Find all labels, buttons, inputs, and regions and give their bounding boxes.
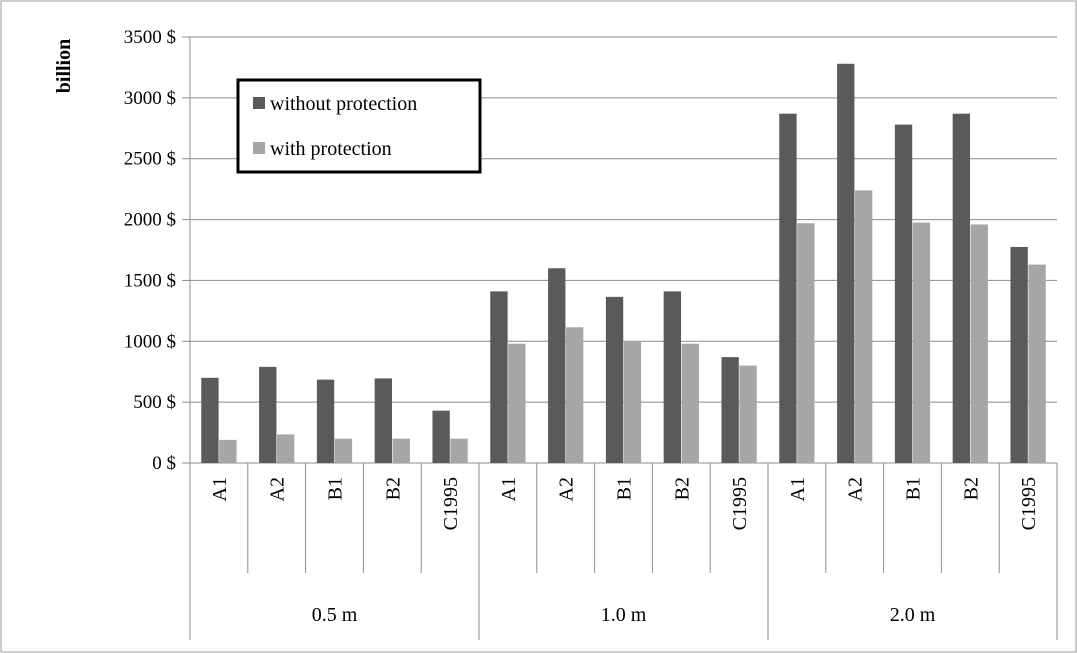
y-tick-labels: 0 $ 500 $ 1000 $ 1500 $ 2000 $ 2500 $ 3000 $ 35… bbox=[124, 27, 176, 474]
y-tick-label: 1500 $ bbox=[124, 270, 176, 291]
bar-with-protection-c1995 bbox=[739, 365, 757, 463]
bar-with-protection-b2 bbox=[392, 438, 410, 463]
group-label: 0.5 m bbox=[312, 604, 358, 626]
bar-without-protection-a2 bbox=[837, 63, 855, 464]
x-tick-label: A1 bbox=[498, 477, 520, 501]
bar-without-protection-b1 bbox=[316, 379, 335, 463]
legend-swatch-with-protection bbox=[253, 142, 265, 154]
y-tick-label: 2500 $ bbox=[124, 149, 176, 170]
y-tick-label: 0 $ bbox=[152, 453, 176, 474]
bar-with-protection-b1 bbox=[623, 341, 642, 463]
x-tick-label: C1995 bbox=[1018, 477, 1040, 530]
x-tick-label: B2 bbox=[960, 477, 982, 500]
x-tick-label: B1 bbox=[614, 477, 636, 500]
bar-without-protection-c1995 bbox=[1010, 246, 1028, 463]
y-tick-label: 3000 $ bbox=[124, 88, 176, 109]
bar-without-protection-a1 bbox=[201, 377, 219, 463]
bar-with-protection-c1995 bbox=[1028, 264, 1046, 463]
bar-with-protection-a1 bbox=[219, 439, 237, 463]
bar-without-protection-b2 bbox=[663, 291, 682, 463]
x-tick-label: C1995 bbox=[729, 477, 751, 530]
y-tick-label: 2000 $ bbox=[124, 210, 176, 231]
bars bbox=[201, 63, 1046, 464]
y-tick-label: 3500 $ bbox=[124, 27, 176, 48]
group-label: 2.0 m bbox=[890, 604, 936, 626]
x-tick-label: A1 bbox=[209, 477, 231, 501]
x-tick-label: A2 bbox=[267, 477, 289, 501]
category-axis: A1 A2 B1 B2 C1995 A1 A2 B1 B2 C1995 A1 A2 B1 B2 C1995 0… bbox=[189, 463, 1058, 640]
x-tick-label: A1 bbox=[787, 477, 809, 501]
bar-without-protection-a1 bbox=[779, 113, 797, 464]
x-tick-label: C1995 bbox=[440, 477, 462, 530]
y-tick-label: 500 $ bbox=[133, 392, 176, 413]
bar-without-protection-b2 bbox=[374, 378, 393, 463]
bar-with-protection-a2 bbox=[854, 190, 873, 464]
legend: without protection with protection bbox=[236, 78, 482, 174]
x-tick-label: A2 bbox=[556, 477, 578, 501]
bar-without-protection-c1995 bbox=[432, 410, 450, 463]
group-label: 1.0 m bbox=[601, 604, 647, 626]
x-tick-label: B2 bbox=[382, 477, 404, 500]
legend-swatch-without-protection bbox=[253, 97, 265, 109]
legend-label-with-protection: with protection bbox=[270, 138, 392, 160]
bar-without-protection-b1 bbox=[605, 296, 624, 463]
bar-with-protection-b1 bbox=[912, 222, 931, 463]
legend-box bbox=[236, 78, 482, 174]
bar-with-protection-b1 bbox=[334, 438, 353, 463]
x-tick-label: A2 bbox=[845, 477, 867, 501]
bar-with-protection-a2 bbox=[565, 327, 584, 463]
bar-with-protection-a1 bbox=[797, 223, 815, 463]
bar-with-protection-b2 bbox=[681, 343, 699, 463]
bar-with-protection-c1995 bbox=[450, 438, 468, 463]
bar-without-protection-b2 bbox=[952, 113, 971, 464]
bar-without-protection-a2 bbox=[548, 268, 566, 463]
x-tick-label: B2 bbox=[671, 477, 693, 500]
bar-with-protection-a1 bbox=[508, 343, 526, 463]
legend-label-without-protection: without protection bbox=[270, 93, 417, 115]
y-axis-title: billion bbox=[53, 39, 75, 93]
y-tick-label: 1000 $ bbox=[124, 331, 176, 352]
bar-without-protection-c1995 bbox=[721, 357, 739, 463]
x-tick-label: B1 bbox=[903, 477, 925, 500]
bar-without-protection-a1 bbox=[490, 291, 508, 463]
bar-without-protection-b1 bbox=[894, 124, 913, 464]
x-tick-label: B1 bbox=[325, 477, 347, 500]
bar-without-protection-a2 bbox=[259, 366, 277, 463]
bar-with-protection-a2 bbox=[276, 434, 295, 463]
bar-with-protection-b2 bbox=[970, 224, 988, 463]
